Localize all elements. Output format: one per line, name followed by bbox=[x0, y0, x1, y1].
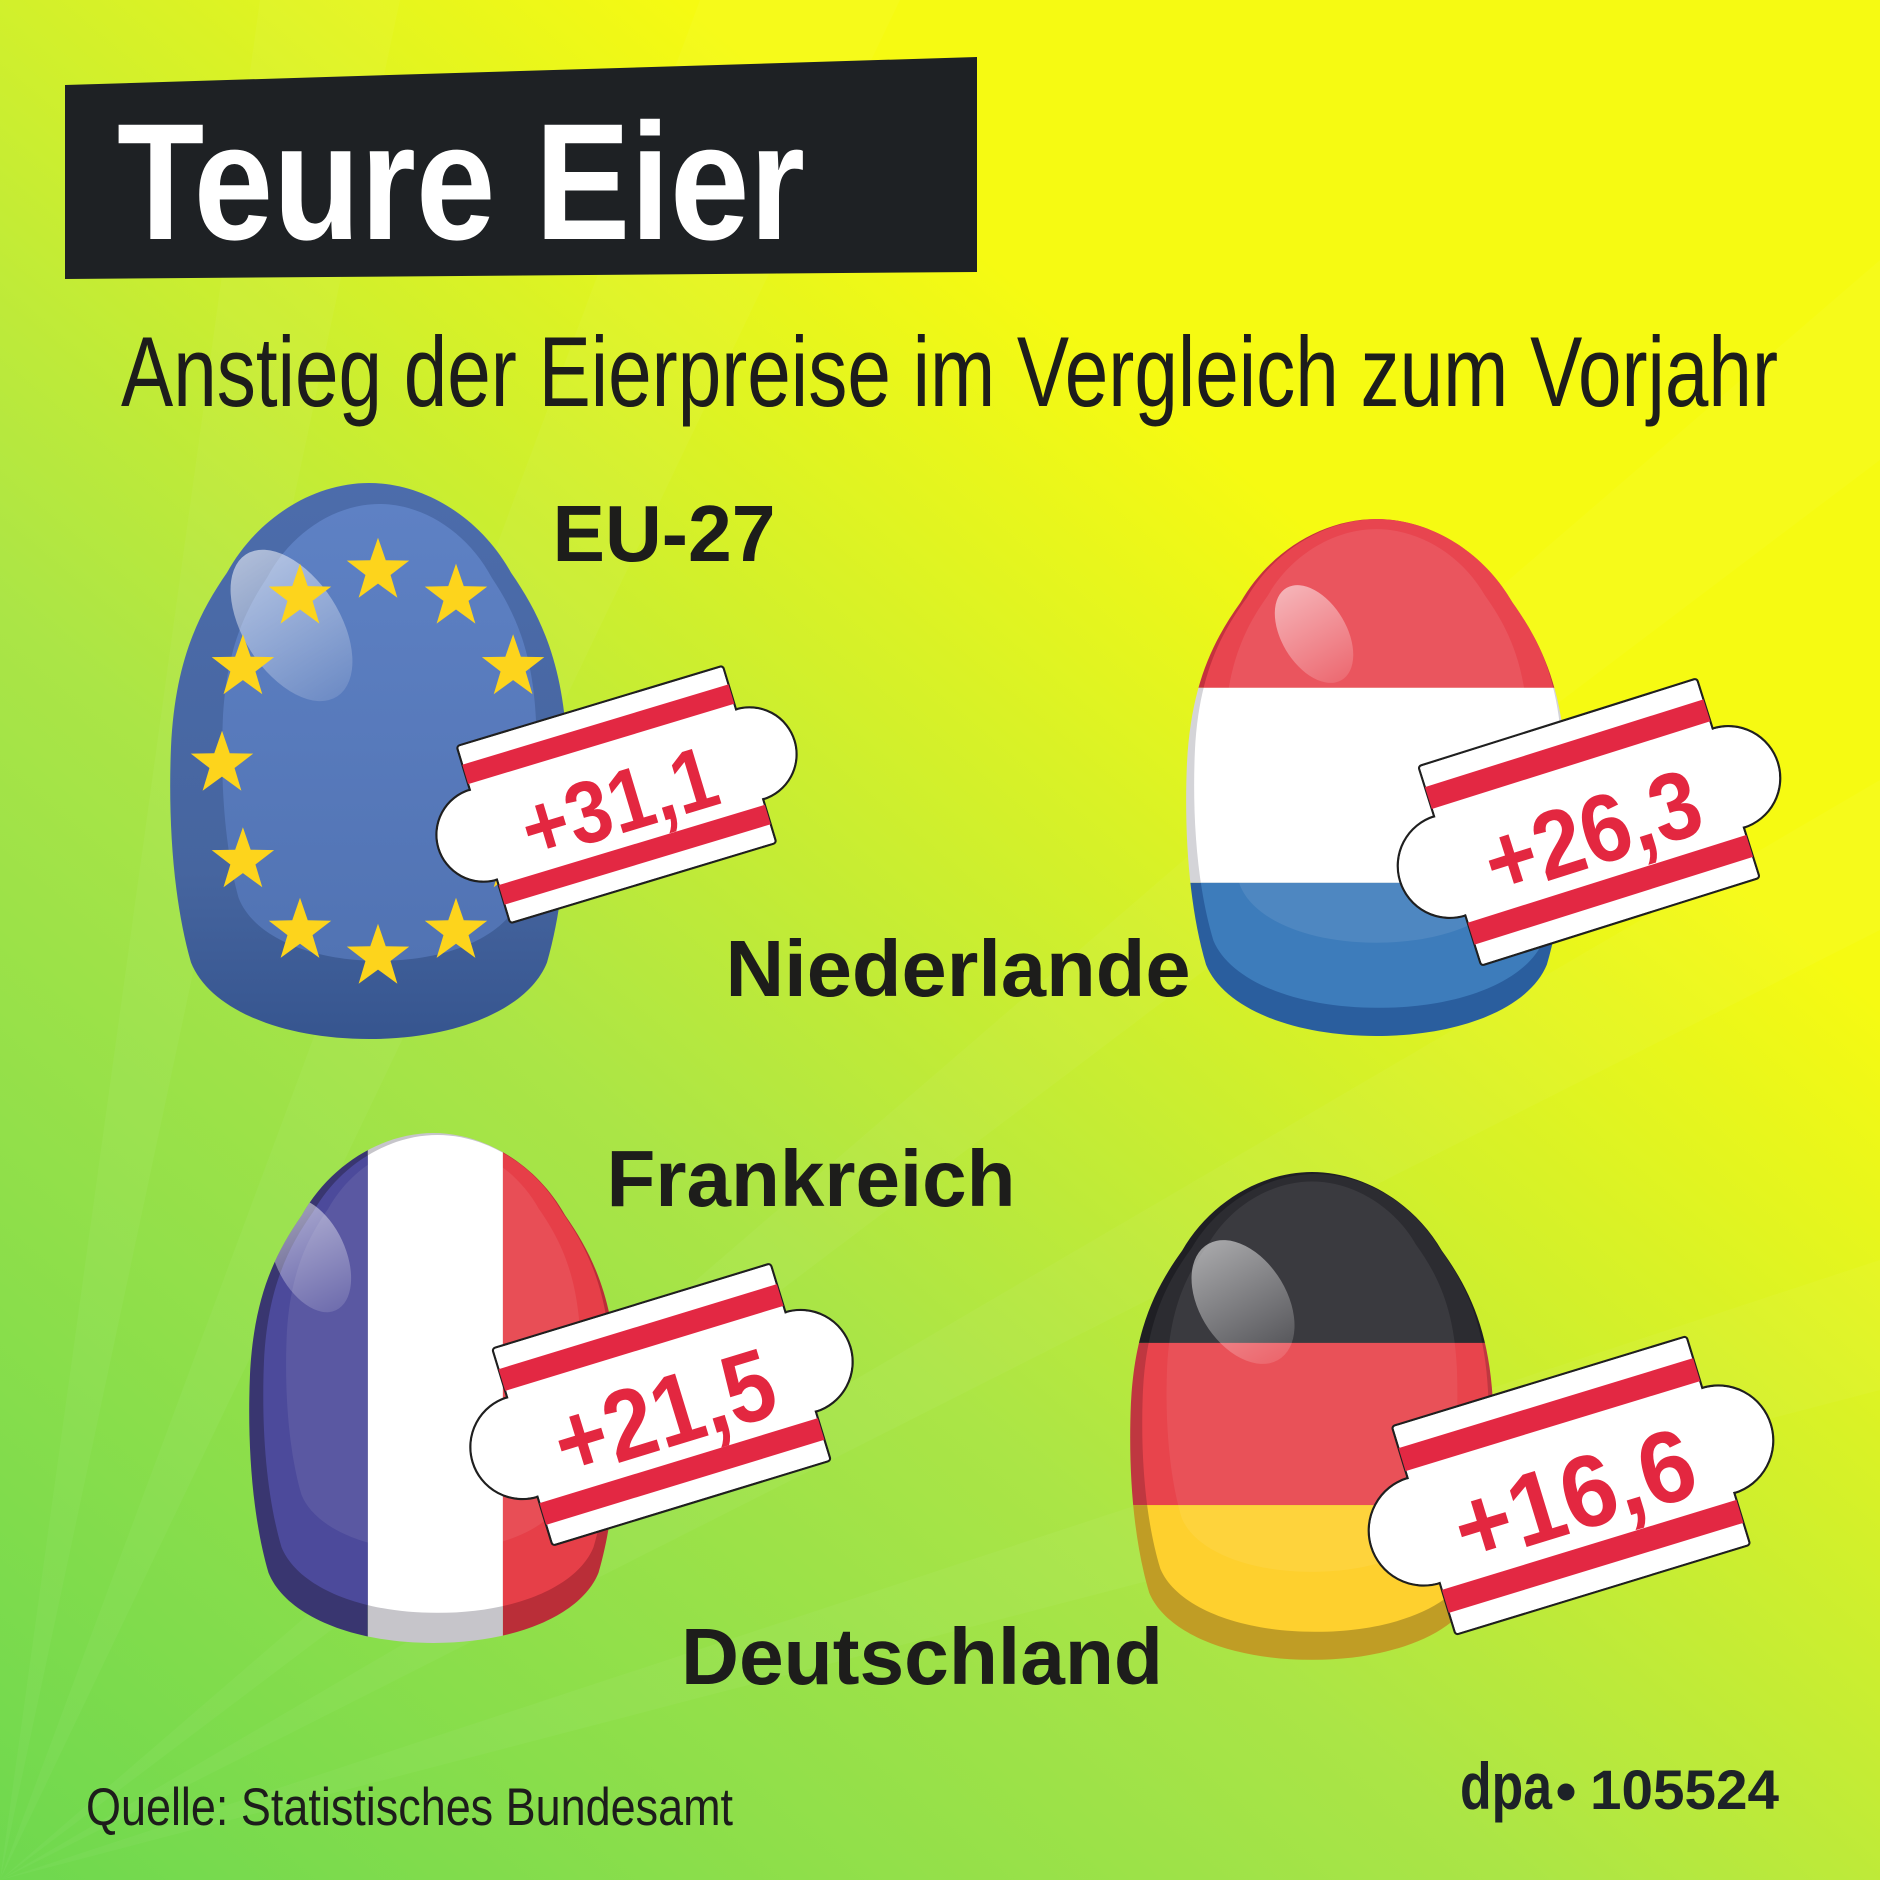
svg-text:Deutschland: Deutschland bbox=[681, 1612, 1163, 1701]
svg-text:Anstieg der Eierpreise im Verg: Anstieg der Eierpreise im Vergleich zum … bbox=[121, 316, 1778, 427]
svg-text:EU-27: EU-27 bbox=[553, 489, 776, 578]
svg-text:Niederlande: Niederlande bbox=[726, 924, 1191, 1013]
svg-text:Teure Eier: Teure Eier bbox=[117, 90, 805, 275]
svg-text:Frankreich: Frankreich bbox=[607, 1134, 1016, 1223]
svg-text:Quelle: Statistisches Bundesam: Quelle: Statistisches Bundesamt bbox=[86, 1778, 733, 1837]
svg-text:105524: 105524 bbox=[1590, 1758, 1779, 1821]
svg-text:dpa: dpa bbox=[1460, 1749, 1553, 1823]
